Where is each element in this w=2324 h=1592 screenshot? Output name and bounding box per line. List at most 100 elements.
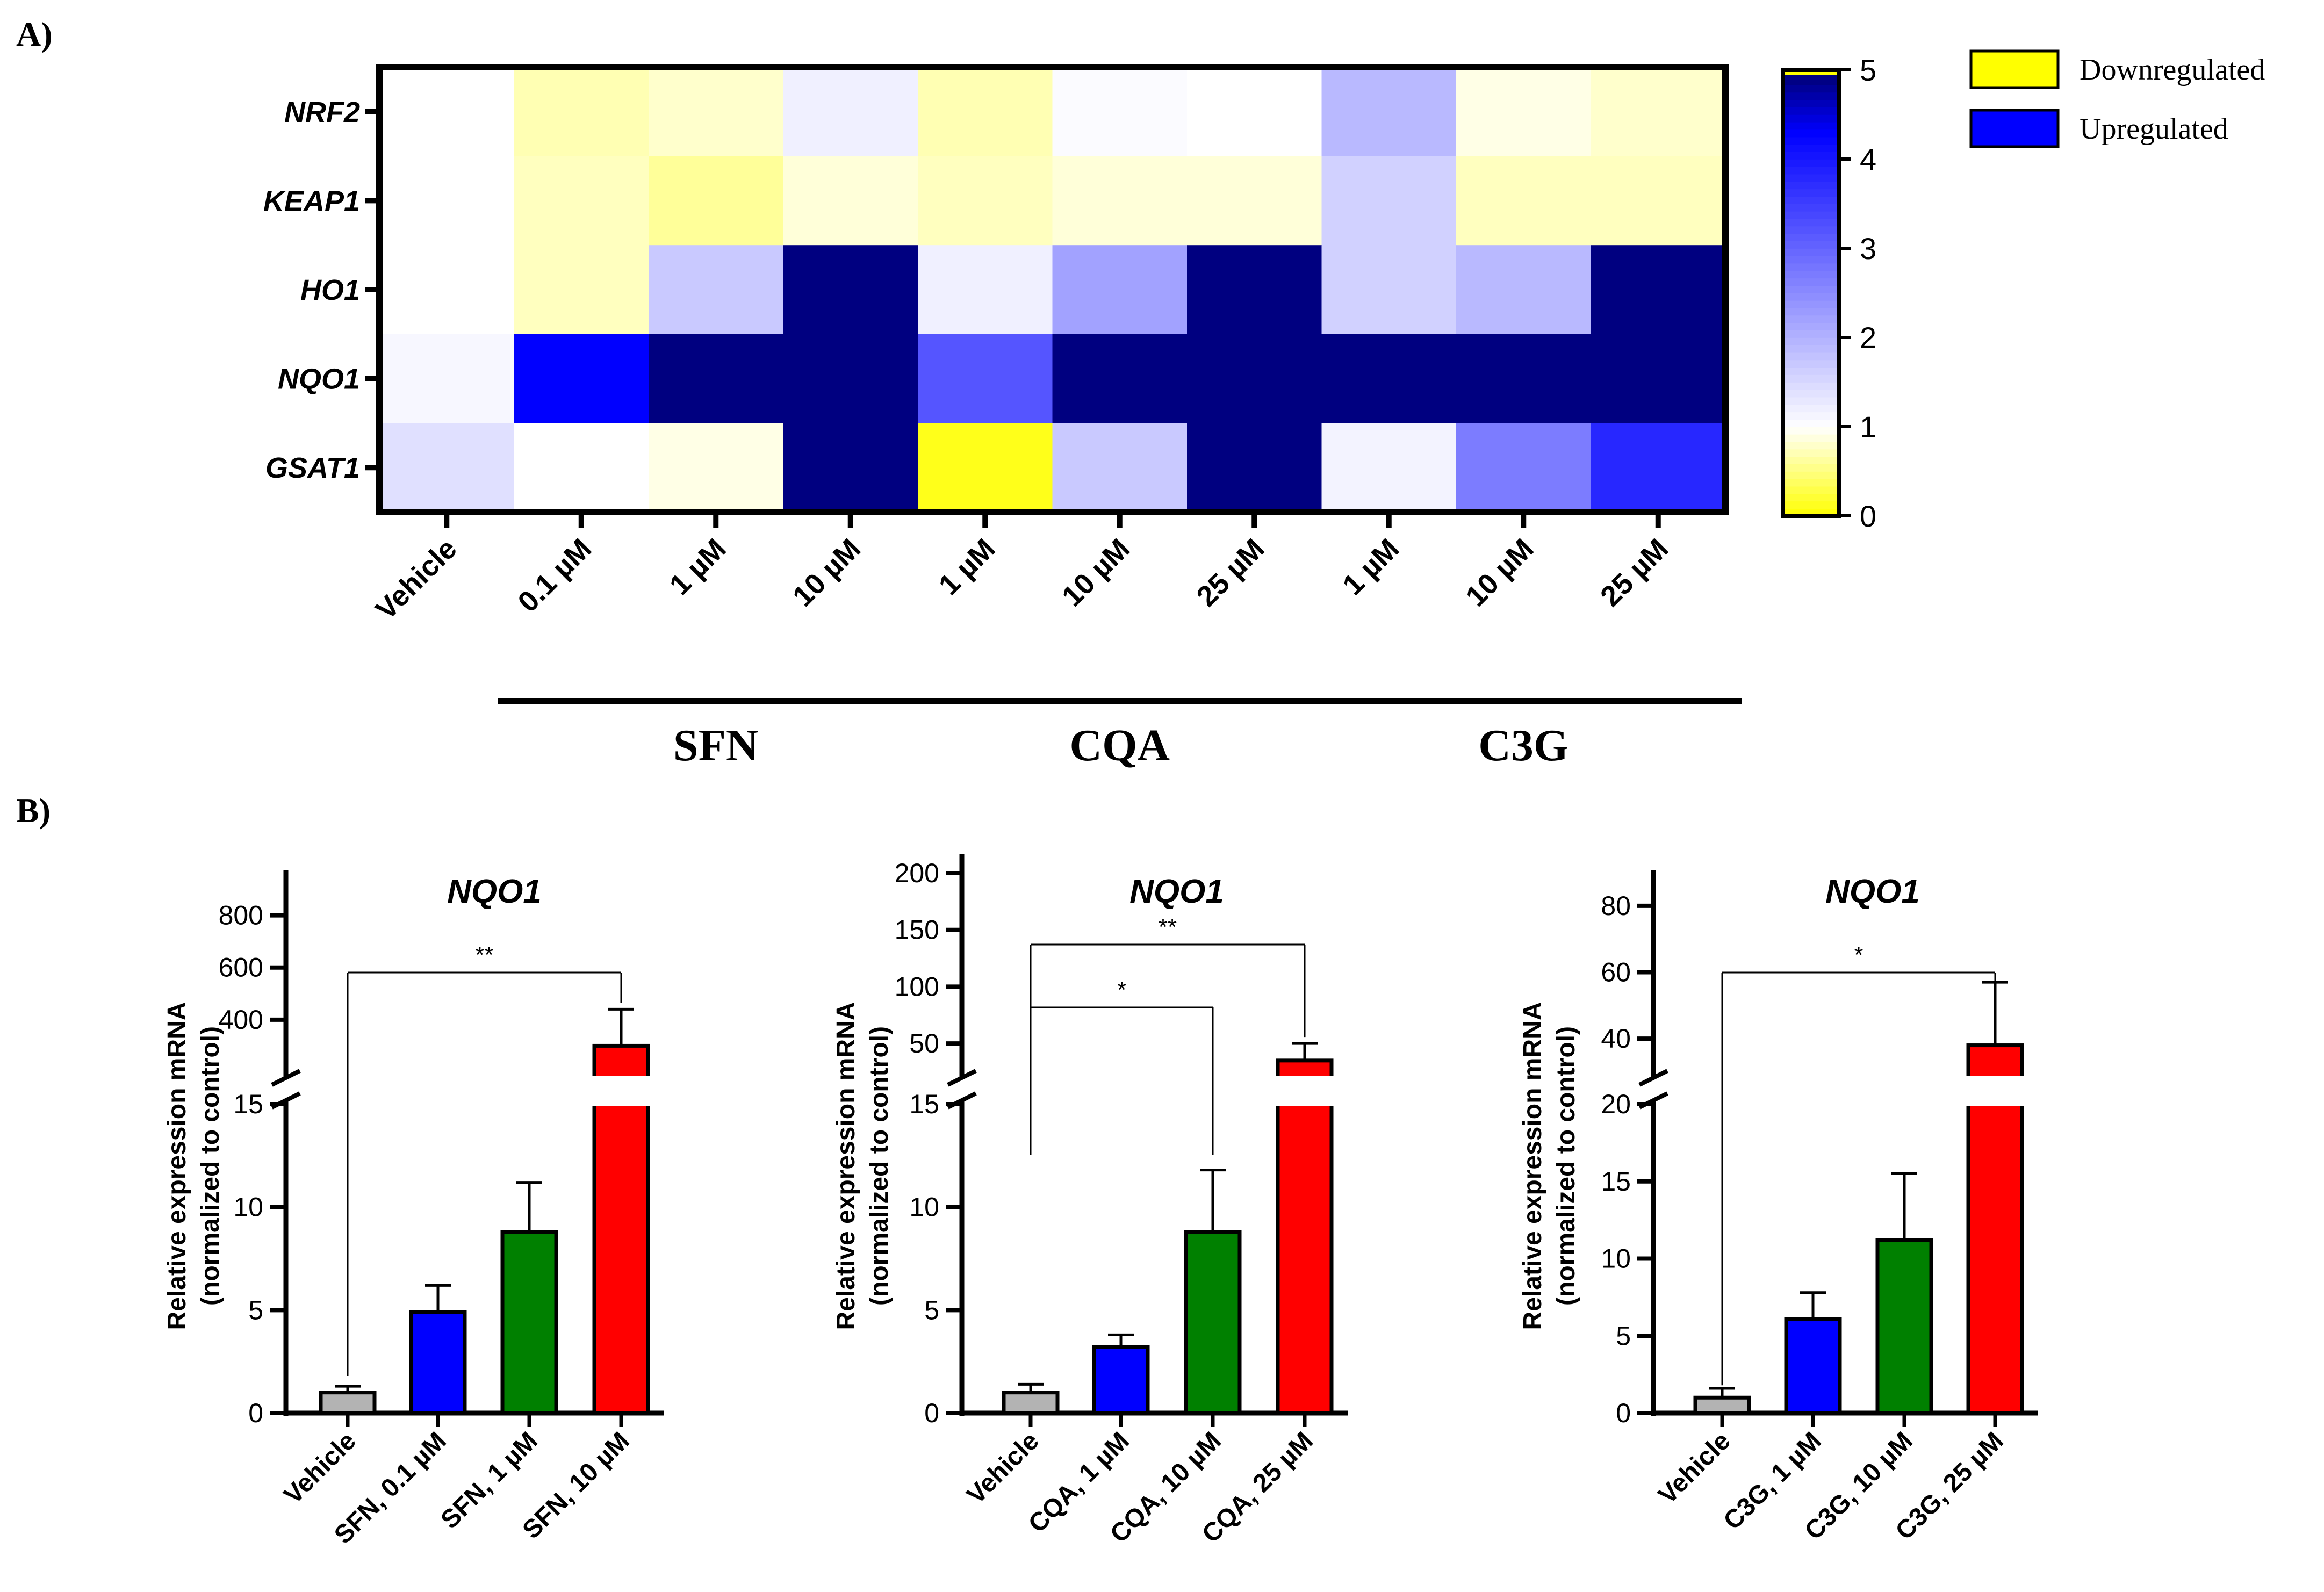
colorbar-segment (1783, 159, 1839, 167)
heatmap-cell (783, 67, 918, 157)
group-label-cqa: CQA (1069, 721, 1170, 770)
row-label-keap1: KEAP1 (263, 185, 360, 217)
colorbar-segment (1783, 107, 1839, 115)
colorbar-segment (1783, 166, 1839, 175)
heatmap-cell (1456, 245, 1592, 335)
column-label: 0.1 µM (512, 532, 598, 618)
colorbar-segment (1783, 374, 1839, 383)
significance-label: ** (1159, 914, 1177, 940)
y-axis-label: Relative expression mRNA (normalized to c… (832, 1002, 894, 1330)
colorbar-segment (1783, 337, 1839, 345)
y-tick-label: 0 (1616, 1398, 1631, 1428)
heatmap-cell (1052, 423, 1188, 513)
column-label: 1 µM (664, 532, 732, 601)
y-axis-label-line: (normalized to control) (196, 1026, 225, 1306)
bar (1184, 1230, 1242, 1415)
heatmap-cell (1321, 334, 1457, 423)
colorbar-segment (1783, 136, 1839, 145)
heatmap-cell (379, 334, 515, 423)
colorbar-segment (1783, 189, 1839, 197)
colorbar-tick-label: 5 (1860, 53, 1876, 87)
bar-break-gap (1965, 1076, 2025, 1106)
colorbar-tick-label: 2 (1860, 321, 1876, 355)
colorbar-segment (1783, 181, 1839, 190)
colorbar-segment (1783, 263, 1839, 271)
colorbar-segment (1783, 389, 1839, 398)
row-label-gsat1: GSAT1 (265, 452, 360, 484)
chart-title: NQO1 (447, 873, 542, 910)
colorbar-segment (1783, 493, 1839, 502)
bar (1092, 1345, 1150, 1415)
colorbar-segment (1783, 352, 1839, 361)
row-label-nqo1: NQO1 (278, 363, 360, 395)
colorbar-segment (1783, 449, 1839, 457)
column-label: 1 µM (1336, 532, 1405, 601)
colorbar-segment (1783, 456, 1839, 464)
y-tick-label: 20 (1601, 1089, 1631, 1119)
colorbar-segment (1783, 248, 1839, 256)
bar-chart-1: NQO1 Relative expression mRNA (normalized … (163, 870, 664, 1550)
group-label-c3g: C3G (1478, 721, 1568, 770)
heatmap-cell (918, 334, 1053, 423)
panel-label-a: A) (16, 15, 53, 53)
colorbar-segment (1783, 501, 1839, 509)
y-tick-label: 50 (909, 1028, 939, 1058)
bar-break-gap (1275, 1076, 1335, 1106)
heatmap-cell (1052, 245, 1188, 335)
colorbar-tick-label: 4 (1860, 142, 1876, 176)
colorbar-tick-label: 0 (1860, 499, 1876, 533)
y-tick-label: 5 (924, 1295, 939, 1325)
bar (1966, 1043, 2024, 1415)
bar (500, 1230, 558, 1415)
y-axis-label: Relative expression mRNA (normalized to c… (1519, 1002, 1580, 1330)
bar-break-gap (591, 1076, 651, 1106)
colorbar-segment (1783, 344, 1839, 353)
y-tick-label: 80 (1601, 891, 1631, 921)
colorbar-segment (1783, 464, 1839, 472)
bar (1693, 1395, 1751, 1415)
colorbar-border (1781, 68, 1841, 518)
colorbar-tick-label: 1 (1860, 410, 1876, 444)
group-label-sfn: SFN (673, 721, 759, 770)
bar (1875, 1238, 1933, 1415)
heatmap-cell (1321, 245, 1457, 335)
legend-label-upregulated: Upregulated (2080, 112, 2228, 146)
heatmap-cell (1187, 156, 1322, 246)
heatmap-cell (1321, 423, 1457, 513)
y-tick-label: 40 (1601, 1024, 1631, 1054)
y-tick-label: 0 (924, 1398, 939, 1428)
bar (1002, 1391, 1060, 1415)
heatmap-cell (783, 245, 918, 335)
colorbar-segment (1783, 144, 1839, 152)
colorbar-segment (1783, 322, 1839, 330)
significance-label: * (1117, 977, 1126, 1003)
y-axis-label-line: Relative expression mRNA (1519, 1002, 1547, 1330)
axis-break-mark (271, 1069, 301, 1087)
y-tick-label: 0 (248, 1398, 263, 1428)
bar (319, 1391, 377, 1415)
heatmap-cell (514, 334, 649, 423)
heatmap-cell (1456, 334, 1592, 423)
y-axis-label-line: Relative expression mRNA (832, 1002, 860, 1330)
colorbar-segment (1783, 241, 1839, 249)
heatmap-cell (918, 245, 1053, 335)
y-axis-label: Relative expression mRNA (normalized to c… (163, 1002, 225, 1330)
colorbar-segment (1783, 382, 1839, 390)
column-label: 10 µM (787, 532, 867, 613)
heatmap-cell (379, 245, 515, 335)
colorbar-segment (1783, 330, 1839, 338)
colorbar-segment (1783, 419, 1839, 427)
heatmap-cell (918, 423, 1053, 513)
y-tick-label: 10 (909, 1192, 939, 1222)
y-tick-label: 100 (895, 971, 939, 1002)
colorbar-segment (1783, 285, 1839, 293)
heatmap-cell (783, 423, 918, 513)
y-tick-label: 600 (219, 953, 263, 983)
colorbar-segment (1783, 174, 1839, 182)
colorbar-segment (1783, 211, 1839, 219)
heatmap-cell (1321, 67, 1457, 157)
colorbar-segment (1783, 278, 1839, 286)
heatmap-cell (1591, 67, 1726, 157)
colorbar-segment (1783, 84, 1839, 93)
